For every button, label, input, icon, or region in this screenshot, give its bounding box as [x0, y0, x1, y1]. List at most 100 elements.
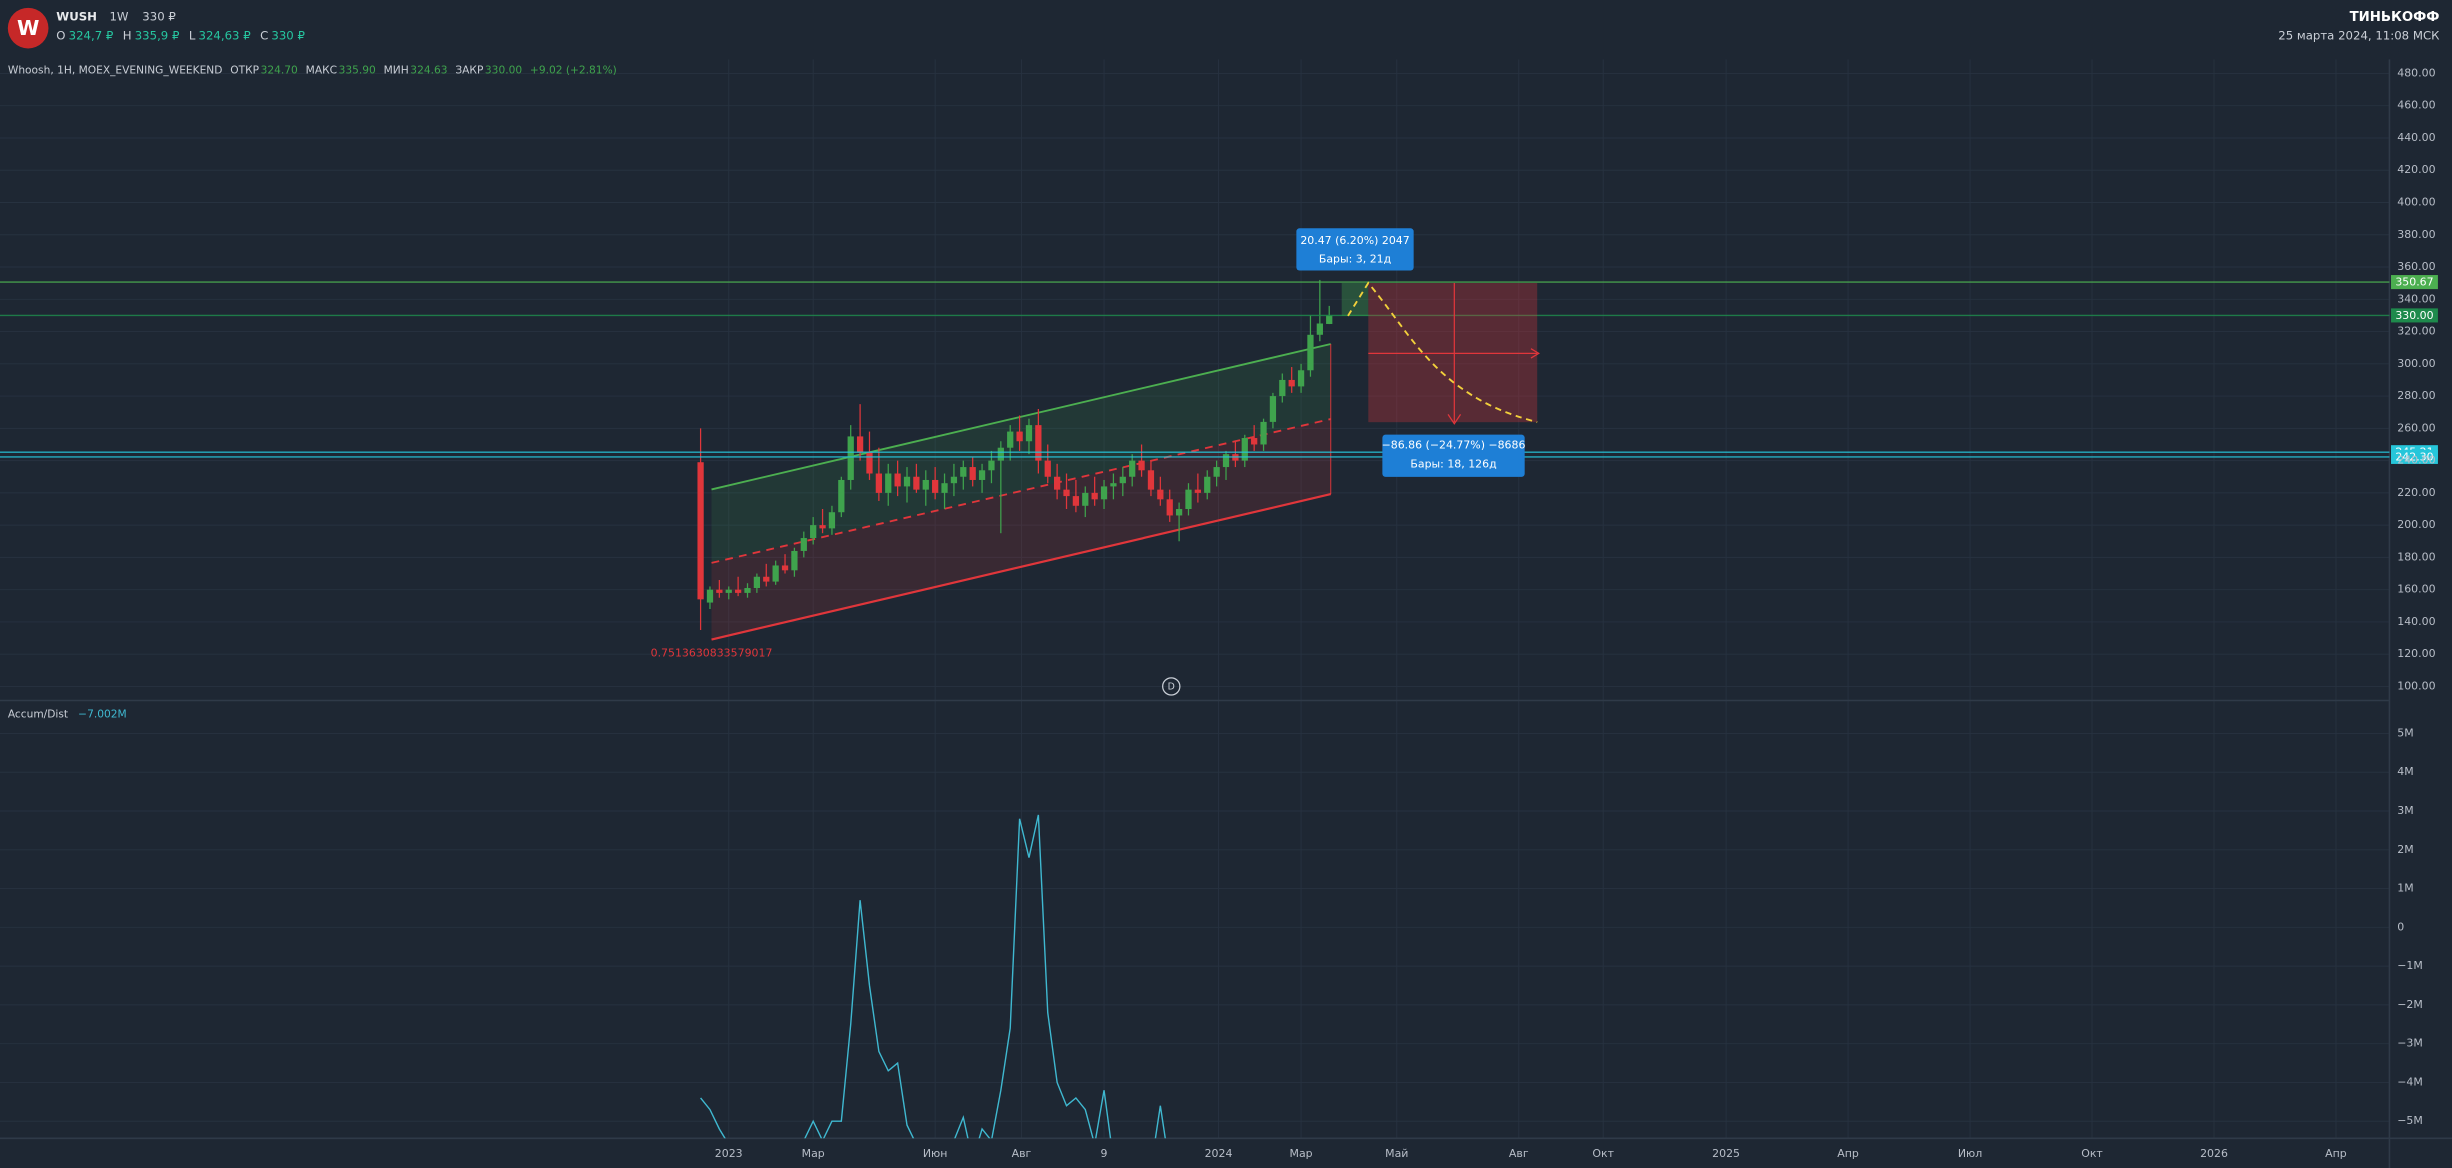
price-series [697, 279, 1333, 630]
x-tick-label: 9 [1101, 1147, 1108, 1160]
channel-drawing [711, 343, 1332, 641]
candle-body [1110, 483, 1117, 487]
candle-body [781, 565, 789, 571]
position-tool: 20.47 (6.20%) 2047 Бары: 3, 21д −86.86 (… [1296, 228, 1540, 477]
candle-body [1072, 496, 1080, 506]
x-tick-label: Апр [2325, 1147, 2347, 1160]
y-tick-label: 240.00 [2397, 454, 2435, 467]
y-tick-label: 320.00 [2397, 325, 2435, 338]
candle-body [828, 512, 836, 529]
y-tick-label: 5M [2397, 726, 2413, 739]
candle-body [1157, 489, 1164, 500]
legend-key: ОТКР [230, 63, 259, 76]
candle-body [1279, 379, 1286, 397]
axes: 2023 Мар Июн Авг 9 2024 Мар Май Авг Окт 2025 Апр Июл… [715, 66, 2436, 1159]
y-tick-label: 140.00 [2397, 615, 2435, 628]
price-tag [2391, 449, 2438, 464]
y-tick-label: 460.00 [2397, 99, 2435, 112]
candle-body [1166, 499, 1173, 516]
fib-label: 0.7513630833579017 [651, 647, 773, 660]
price: 330 ₽ [142, 10, 176, 24]
candle-body [1016, 431, 1023, 442]
candle-body [969, 467, 976, 480]
indicator-value: −7.002M [78, 708, 127, 721]
logo[interactable] [7, 7, 49, 49]
candle-body [1185, 489, 1192, 510]
candle-body [1222, 454, 1230, 468]
y-tick-label: 100.00 [2397, 679, 2435, 692]
candle-body [885, 473, 892, 493]
candle-body [734, 589, 742, 593]
ohlc-value: 324,7 ₽ [69, 28, 114, 42]
candle-body [1147, 470, 1155, 490]
y-tick-label: 260.00 [2397, 421, 2435, 434]
legend-key: ЗАКР [455, 63, 484, 76]
candle-body [894, 473, 901, 487]
candle-body [1091, 492, 1098, 500]
candle-body [960, 467, 967, 477]
candle-body [997, 447, 1004, 461]
candle-body [706, 589, 714, 603]
x-tick-label: Окт [2081, 1147, 2103, 1160]
x-tick-label: Окт [1592, 1147, 1614, 1160]
ticker[interactable]: WUSH [56, 10, 97, 24]
candle-body [1035, 425, 1042, 461]
candle-body [1175, 509, 1183, 516]
gain-bars: Бары: 3, 21д [1319, 253, 1391, 266]
candle-body [1129, 460, 1136, 477]
x-tick-label: 2024 [1205, 1147, 1233, 1160]
y-tick-label: 400.00 [2397, 196, 2435, 209]
price-tag-label: 242.30 [2395, 450, 2433, 463]
marker-circle[interactable] [1162, 677, 1181, 696]
y-tick-label: −5M [2397, 1114, 2423, 1127]
candle-body [866, 452, 873, 474]
x-tick-label: 2025 [1712, 1147, 1740, 1160]
x-tick-label: Апр [1837, 1147, 1859, 1160]
loss-bars: Бары: 18, 126д [1410, 457, 1496, 470]
ohlc-key: L [189, 28, 196, 42]
ohlc-key: C [260, 28, 268, 42]
y-tick-label: 3M [2397, 804, 2413, 817]
candle-body [810, 525, 817, 539]
profit-zone [1341, 283, 1369, 316]
y-tick-label: 1M [2397, 882, 2413, 895]
ohlc-value: 324,63 ₽ [198, 28, 251, 42]
candle-body [941, 483, 948, 493]
candle-body [1316, 323, 1323, 335]
marker-label[interactable]: D [1168, 682, 1175, 693]
legend-value: 324.70 [261, 63, 298, 76]
ohlc-value: 330 ₽ [271, 28, 305, 42]
ohlc-key: O [56, 28, 65, 42]
y-tick-label: −4M [2397, 1075, 2423, 1088]
ohlc-value: 335,9 ₽ [135, 28, 180, 42]
x-tick-label: Июл [1958, 1147, 1982, 1160]
legend-key: МАКС [306, 63, 337, 76]
y-tick-label: 4M [2397, 765, 2413, 778]
candle-body [922, 479, 929, 490]
price-tag [2391, 275, 2438, 290]
candle-body [697, 462, 704, 600]
candle-body [1119, 476, 1126, 484]
brand: ТИНЬКОФФ [2350, 10, 2440, 25]
y-tick-label: 220.00 [2397, 486, 2435, 499]
candle-body [716, 589, 723, 593]
y-tick-label: 160.00 [2397, 583, 2435, 596]
x-tick-label: Мар [1290, 1147, 1313, 1160]
candle-body [903, 476, 911, 487]
candle-body [1063, 489, 1070, 497]
candle-body [744, 588, 751, 593]
candle-body [1297, 370, 1305, 387]
x-tick-label: Мар [802, 1147, 825, 1160]
candle-body [856, 436, 864, 453]
candle-body [1194, 489, 1201, 493]
indicator-title: Accum/Dist [8, 708, 68, 721]
legend-name: Whoosh, 1H, MOEX_EVENING_WEEKEND [8, 63, 223, 76]
candle-body [932, 479, 939, 493]
interval[interactable]: 1W [109, 10, 128, 24]
candle-body [1251, 438, 1258, 445]
channel-lower-fill [711, 419, 1331, 640]
x-tick-label: Авг [1509, 1147, 1529, 1160]
